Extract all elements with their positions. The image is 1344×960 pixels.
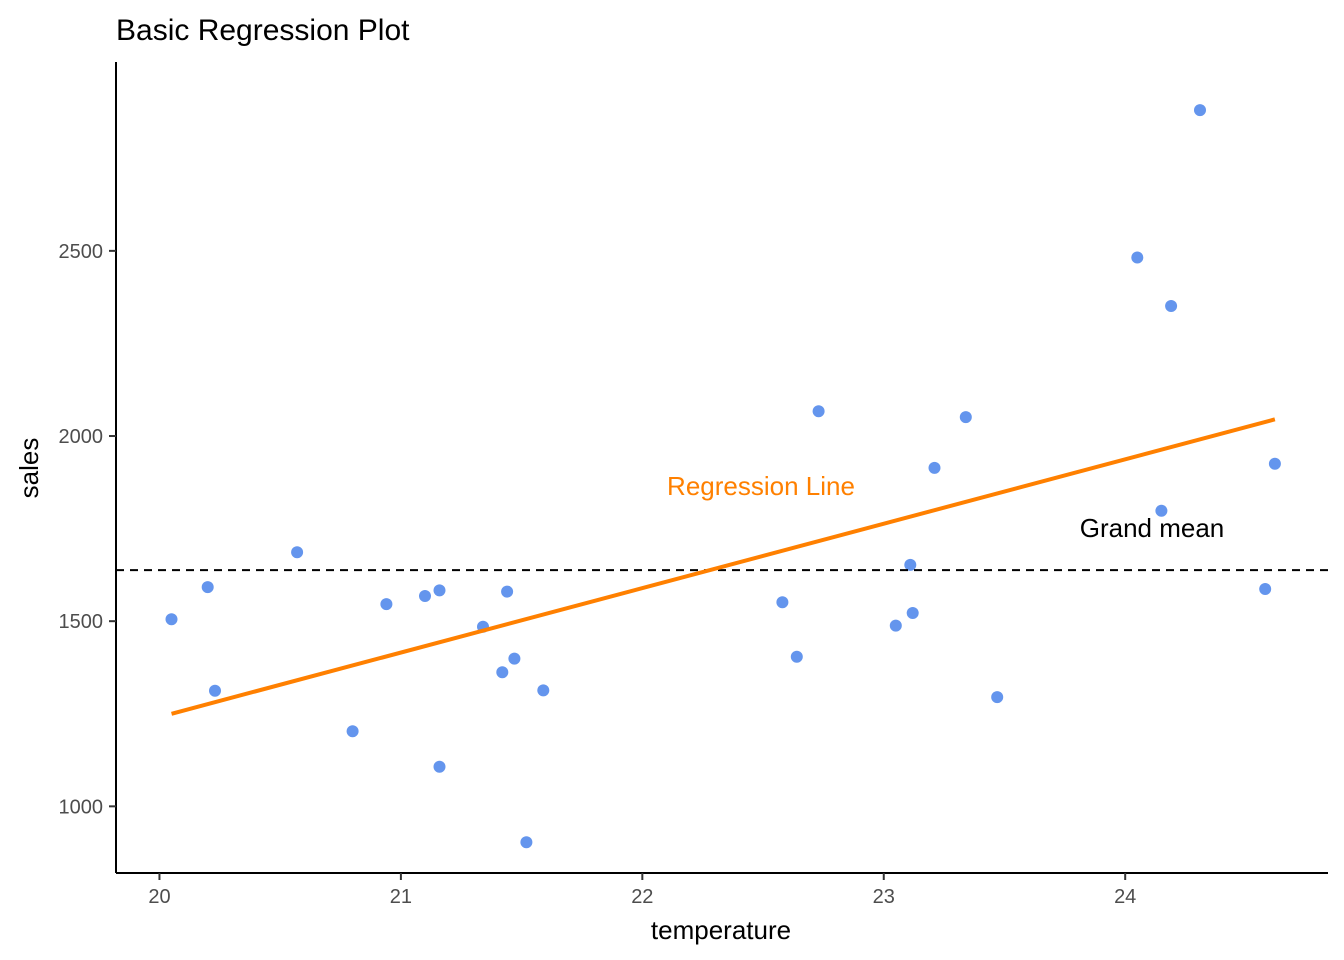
data-point-7 bbox=[419, 590, 431, 602]
data-point-29 bbox=[1259, 583, 1272, 595]
data-point-15 bbox=[537, 684, 550, 697]
data-point-12 bbox=[501, 585, 514, 598]
data-point-1 bbox=[165, 613, 178, 626]
y-tick-label: 1000 bbox=[59, 796, 104, 818]
x-tick-label: 23 bbox=[873, 886, 895, 908]
data-point-16 bbox=[776, 596, 789, 609]
data-point-4 bbox=[291, 546, 304, 559]
data-point-9 bbox=[433, 760, 446, 773]
y-axis-ticks: 1000 1500 2000 2500 bbox=[59, 241, 116, 818]
data-point-3 bbox=[209, 684, 221, 697]
x-axis-title: temperature bbox=[651, 915, 791, 945]
x-axis-ticks: 20 21 22 23 24 bbox=[148, 873, 1136, 908]
data-point-8 bbox=[433, 584, 446, 597]
x-tick-label: 24 bbox=[1114, 886, 1136, 908]
data-point-13 bbox=[508, 652, 521, 665]
data-point-23 bbox=[959, 411, 972, 424]
data-point-25 bbox=[1131, 251, 1144, 264]
y-tick-label: 2500 bbox=[59, 241, 104, 263]
x-tick-label: 22 bbox=[631, 886, 653, 908]
data-point-21 bbox=[906, 607, 919, 619]
data-point-2 bbox=[201, 581, 214, 594]
y-axis-title: sales bbox=[14, 438, 44, 499]
data-point-22 bbox=[928, 461, 941, 474]
regression-line bbox=[171, 417, 1276, 716]
y-tick-label: 1500 bbox=[59, 611, 104, 633]
x-tick-label: 20 bbox=[148, 886, 170, 908]
points-layer bbox=[165, 104, 1281, 849]
data-point-20 bbox=[904, 558, 917, 571]
data-point-5 bbox=[346, 725, 359, 738]
y-tick-label: 2000 bbox=[59, 426, 104, 448]
data-point-24 bbox=[991, 691, 1004, 704]
data-point-18 bbox=[812, 405, 825, 418]
regression-line-label: Regression Line bbox=[667, 471, 855, 501]
data-point-17 bbox=[790, 650, 803, 663]
data-point-14 bbox=[520, 836, 533, 849]
data-point-30 bbox=[1268, 457, 1281, 470]
grand-mean-label: Grand mean bbox=[1080, 513, 1225, 543]
data-point-6 bbox=[380, 598, 393, 611]
data-point-28 bbox=[1194, 104, 1206, 117]
data-point-11 bbox=[496, 666, 509, 679]
x-tick-label: 21 bbox=[390, 886, 412, 908]
data-point-19 bbox=[889, 619, 902, 632]
chart-title: Basic Regression Plot bbox=[116, 14, 410, 47]
data-point-26 bbox=[1155, 504, 1168, 517]
data-point-27 bbox=[1165, 300, 1178, 312]
